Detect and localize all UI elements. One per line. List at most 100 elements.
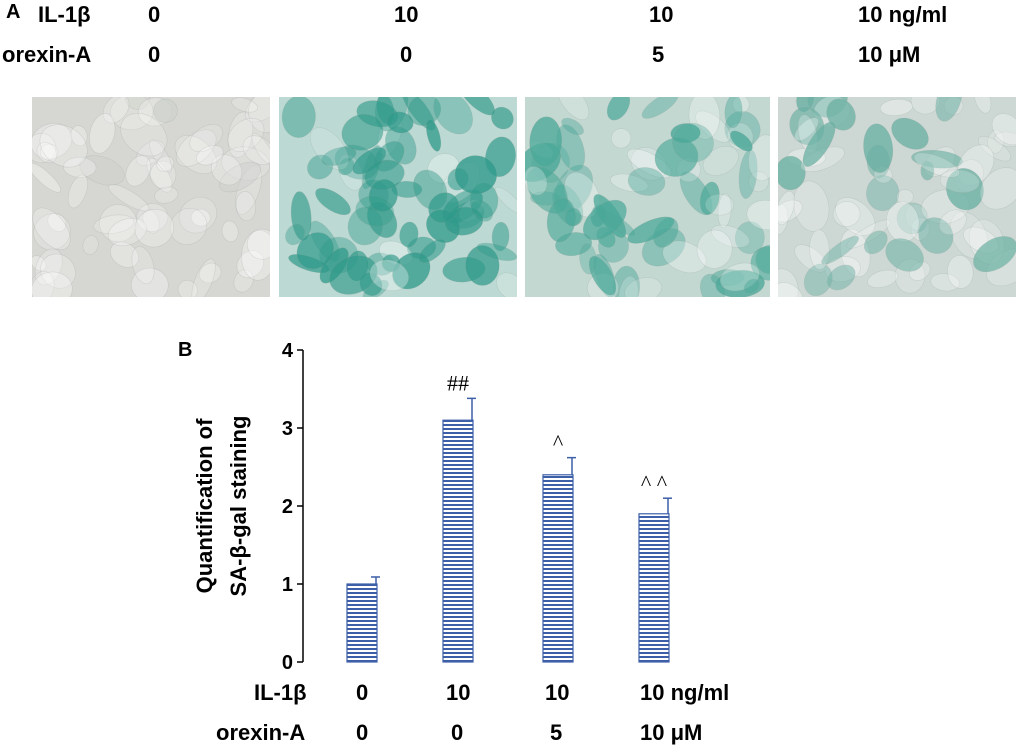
cell-mark [149,160,177,190]
cell-mark [699,273,726,297]
cell-mark [939,169,980,193]
panel-a-letter: A [6,1,21,23]
cell-mark [561,117,584,136]
cell-mark [34,248,63,286]
micrograph-il1b [279,97,517,297]
cell-mark [826,98,856,131]
cell-mark [399,221,419,248]
cell-mark [281,97,316,138]
y-tick-label: 4 [282,340,294,362]
panel-a-orexin-label: orexin-A [2,42,92,67]
cell-mark [233,269,254,293]
cell-mark [994,131,1016,147]
cell-mark [82,235,99,255]
cell-mark [433,97,473,135]
cell-mark [987,129,1005,154]
cell-mark [191,258,216,297]
cell-mark [307,154,334,180]
cell-mark [702,145,739,176]
cell-mark [529,116,563,167]
cell-mark [418,239,446,263]
cell-mark [991,113,1016,146]
cell-mark [476,242,517,262]
panel-b-letter: B [178,339,193,361]
cell-mark [715,269,765,297]
cell-mark [231,97,258,113]
cell-mark [717,193,732,228]
cell-mark [494,186,517,215]
cell-mark [465,245,500,286]
cell-mark [227,111,254,158]
bar [542,474,574,663]
cell-mark [93,214,135,234]
cell-mark [32,133,57,164]
cell-mark [32,122,73,160]
cell-mark [627,216,675,244]
cell-mark [347,206,384,246]
cell-mark [802,121,836,167]
panel-b-col1-il1b: 0 [356,680,369,705]
cell-mark [525,166,548,196]
panel-a-col3-orexin: 5 [652,42,665,67]
cell-mark [134,209,174,248]
cell-mark [428,192,460,223]
cell-mark [778,199,803,223]
cell-mark [178,196,218,234]
cell-mark [743,278,760,294]
y-tick-label: 2 [282,496,293,518]
cell-mark [827,264,856,291]
panel-a-col1-orexin: 0 [148,42,161,67]
panel-b-col2-il1b: 10 [446,680,471,705]
cell-mark [748,134,770,182]
panel-b-orexin-label: orexin-A [216,720,306,745]
cell-mark [945,168,984,211]
panel-a-col4-il1b: 10 ng/ml [858,2,948,27]
cell-mark [778,155,806,191]
panel-a-il1b-label: IL-1β [38,2,91,27]
cell-mark [695,110,731,143]
cell-mark [935,97,963,122]
cell-mark [136,203,169,232]
cell-mark [120,113,168,157]
cell-mark [491,106,514,130]
cell-mark [557,97,590,121]
cell-mark [719,262,760,292]
cell-mark [662,240,707,274]
cell-mark [251,132,270,166]
micrograph-il1b-orexin-10 [778,97,1016,297]
cell-mark [564,207,582,227]
cell-mark [793,180,830,232]
cell-mark [918,217,954,254]
cell-mark [641,97,679,119]
cell-mark [221,146,270,181]
cell-mark [221,220,239,243]
micrograph-il1b-orexin-5 [525,97,770,297]
cell-mark [153,98,178,123]
cell-mark [219,161,262,193]
cell-mark [364,159,405,191]
significance-label: ^ [553,430,564,455]
micrograph-il1b-orexin-10-image [778,97,1016,297]
cell-mark [102,97,130,124]
cell-mark [174,135,218,175]
cell-mark [696,229,733,269]
cell-mark [131,246,155,285]
cell-mark [778,203,789,235]
cell-mark [241,230,270,281]
cell-mark [244,97,270,123]
cell-mark [407,97,442,126]
cell-mark [821,235,859,265]
cell-mark [369,259,409,292]
significance-label: ## [447,370,469,395]
cell-mark [142,209,160,234]
micrograph-il1b-image [279,97,517,297]
micrograph-control-image [32,97,270,297]
cell-mark [496,272,517,297]
cell-mark [832,201,861,227]
cell-mark [588,255,617,296]
panel-b-col3-orexin: 5 [550,720,563,745]
cell-mark [896,189,914,205]
cell-mark [746,199,770,231]
cell-mark [67,174,88,209]
